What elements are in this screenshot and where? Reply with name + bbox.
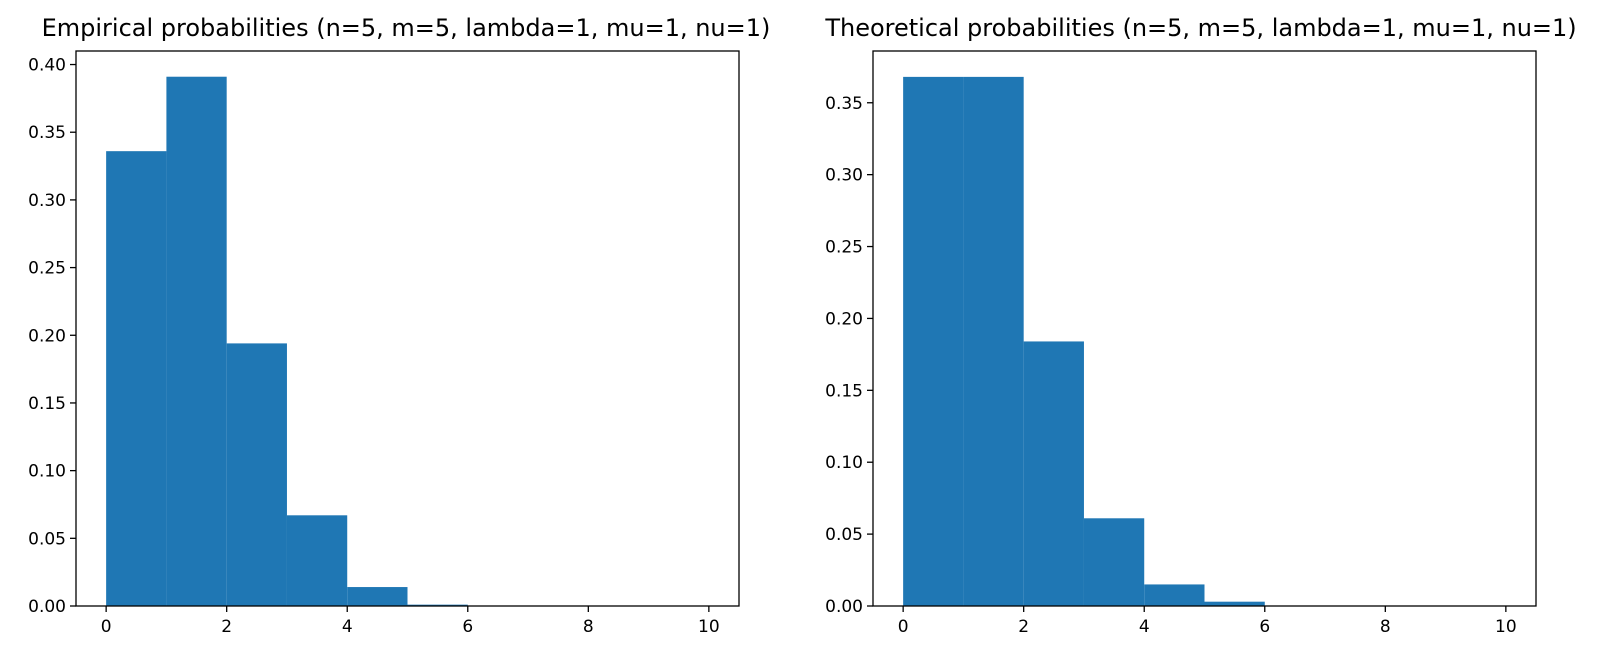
y-tick-label: 0.05 xyxy=(825,525,863,545)
y-tick-label: 0.40 xyxy=(28,56,66,76)
histogram-bar xyxy=(963,76,1024,606)
x-tick-label: 0 xyxy=(101,617,112,637)
histogram-bar xyxy=(1023,341,1084,606)
x-tick-label: 8 xyxy=(583,617,594,637)
y-tick-label: 0.35 xyxy=(28,123,66,143)
empirical-probabilities-chart: Empirical probabilities (n=5, m=5, lambd… xyxy=(28,14,770,637)
histogram-bar xyxy=(286,515,348,606)
histogram-bar xyxy=(1144,584,1205,606)
x-tick-label: 4 xyxy=(342,617,353,637)
bars-group xyxy=(106,76,468,607)
chart-title: Theoretical probabilities (n=5, m=5, lam… xyxy=(824,14,1576,42)
y-tick-label: 0.05 xyxy=(28,529,66,549)
x-axis-ticks: 0 2 4 6 8 10 xyxy=(898,606,1517,637)
histogram-bar xyxy=(347,587,408,606)
histogram-bar xyxy=(407,604,468,606)
histogram-bar xyxy=(903,76,964,606)
x-tick-label: 2 xyxy=(1018,617,1029,637)
y-tick-label: 0.20 xyxy=(28,326,66,346)
histogram-bar xyxy=(106,151,167,607)
y-axis-ticks: 0.00 0.05 0.10 0.15 0.20 0.25 0.30 0.35 0.40 xyxy=(28,56,76,617)
x-tick-label: 6 xyxy=(462,617,473,637)
bars-group xyxy=(903,76,1265,606)
y-tick-label: 0.25 xyxy=(825,238,863,258)
x-tick-label: 10 xyxy=(1495,617,1517,637)
y-tick-label: 0.35 xyxy=(825,94,863,114)
x-tick-label: 4 xyxy=(1139,617,1150,637)
y-tick-label: 0.25 xyxy=(28,259,66,279)
theoretical-probabilities-chart: Theoretical probabilities (n=5, m=5, lam… xyxy=(824,14,1576,637)
x-axis-ticks: 0 2 4 6 8 10 xyxy=(101,606,720,637)
y-tick-label: 0.00 xyxy=(825,597,863,617)
histogram-bar xyxy=(226,343,287,606)
axes-frame xyxy=(872,50,1537,607)
axes-frame xyxy=(75,50,740,607)
y-tick-label: 0.20 xyxy=(825,309,863,329)
y-tick-label: 0.30 xyxy=(28,191,66,211)
histogram-bar xyxy=(1204,601,1265,606)
y-axis-ticks: 0.00 0.05 0.10 0.15 0.20 0.25 0.30 0.35 xyxy=(825,94,873,617)
y-tick-label: 0.30 xyxy=(825,166,863,186)
y-tick-label: 0.15 xyxy=(825,381,863,401)
x-tick-label: 10 xyxy=(698,617,720,637)
y-tick-label: 0.15 xyxy=(28,394,66,414)
x-tick-label: 6 xyxy=(1259,617,1270,637)
histogram-bar xyxy=(166,76,227,607)
y-tick-label: 0.10 xyxy=(28,462,66,482)
x-tick-label: 0 xyxy=(898,617,909,637)
x-tick-label: 8 xyxy=(1380,617,1391,637)
y-tick-label: 0.00 xyxy=(28,597,66,617)
x-tick-label: 2 xyxy=(221,617,232,637)
histogram-bar xyxy=(1083,518,1145,606)
y-tick-label: 0.10 xyxy=(825,453,863,473)
chart-title: Empirical probabilities (n=5, m=5, lambd… xyxy=(42,14,771,42)
